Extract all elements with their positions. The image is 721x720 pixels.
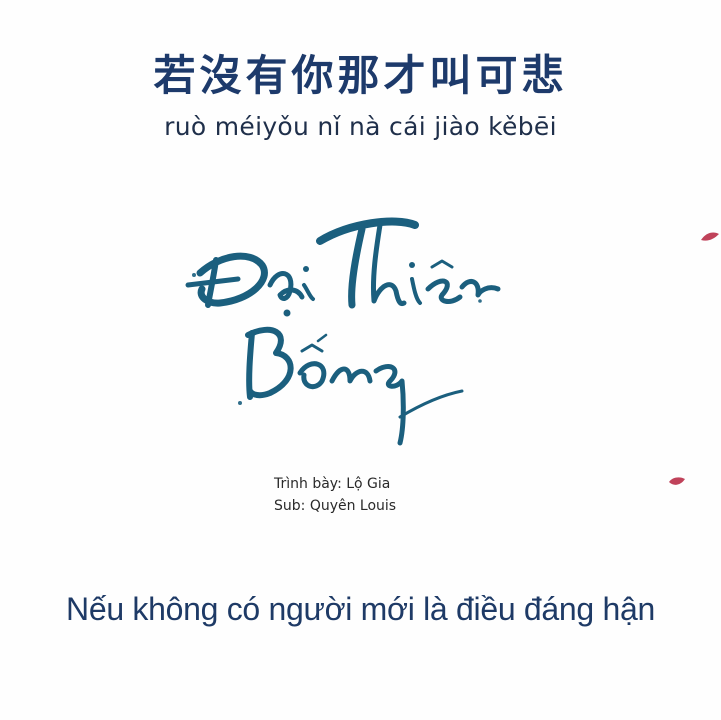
pinyin-lyric: ruò méiyǒu nǐ nà cái jiào kěbēi xyxy=(164,112,557,141)
chinese-lyric: 若沒有你那才叫可悲 xyxy=(153,51,568,100)
credits-block: Trình bày: Lộ Gia Sub: Quyên Louis xyxy=(274,473,396,517)
petal-icon xyxy=(669,477,685,485)
vietnamese-lyric: Nếu không có người mới là điều đáng hận xyxy=(66,591,655,627)
subtitle-credit: Sub: Quyên Louis xyxy=(274,498,397,514)
petal-icon xyxy=(701,232,719,241)
calligraphy-logo xyxy=(185,217,501,446)
presenter-credit: Trình bày: Lộ Gia xyxy=(274,476,391,492)
